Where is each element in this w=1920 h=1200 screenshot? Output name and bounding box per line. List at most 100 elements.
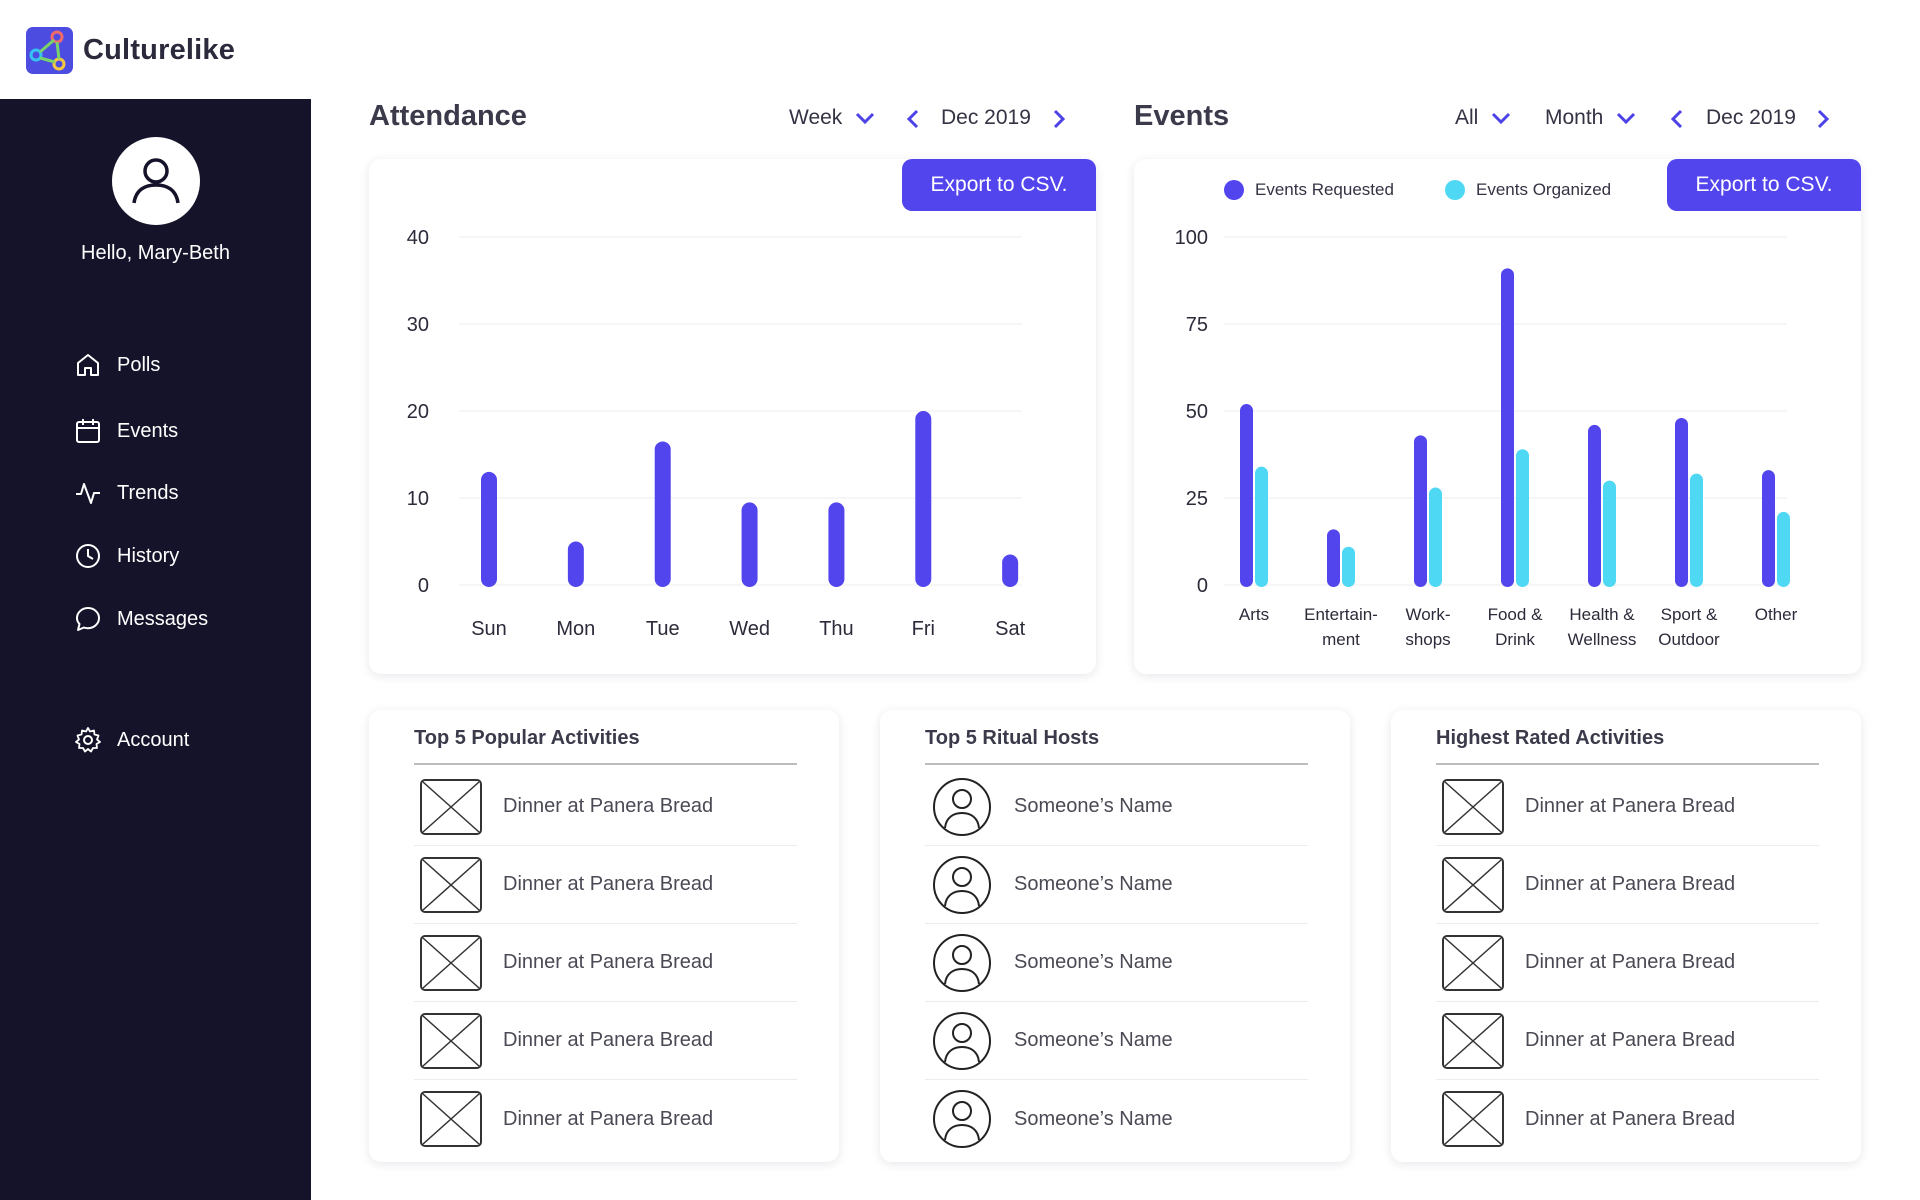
legend-label: Events Organized xyxy=(1476,180,1612,199)
events-prev-button[interactable] xyxy=(1667,106,1687,132)
image-placeholder-icon xyxy=(1441,778,1505,836)
organized-bar[interactable] xyxy=(1255,466,1268,587)
ritual-hosts-card: Top 5 Ritual Hosts Someone’s Name Someone… xyxy=(880,710,1350,1162)
sidebar-item-account[interactable]: Account xyxy=(74,724,189,756)
list-item[interactable]: Dinner at Panera Bread xyxy=(414,768,797,846)
events-filter-dropdown[interactable]: All xyxy=(1455,106,1512,130)
requested-bar[interactable] xyxy=(1675,417,1688,587)
events-period-label: Month xyxy=(1545,106,1604,129)
brand[interactable]: Culturelike xyxy=(26,26,235,74)
attendance-bar[interactable] xyxy=(654,441,671,587)
list-item[interactable]: Someone’s Name xyxy=(925,1080,1308,1158)
list-item[interactable]: Someone’s Name xyxy=(925,924,1308,1002)
events-date: Dec 2019 xyxy=(1706,106,1796,129)
greeting: Hello, Mary-Beth xyxy=(81,242,230,264)
chevron-down-icon xyxy=(1617,112,1636,125)
organized-bar[interactable] xyxy=(1603,480,1616,587)
attendance-bar[interactable] xyxy=(915,411,932,587)
sidebar-item-events[interactable]: Events xyxy=(74,415,178,447)
requested-bar[interactable] xyxy=(1762,470,1775,587)
image-placeholder-icon xyxy=(1441,1090,1505,1148)
events-next-button[interactable] xyxy=(1813,106,1833,132)
requested-bar[interactable] xyxy=(1588,424,1601,587)
legend-swatch xyxy=(1445,180,1465,200)
attendance-bar[interactable] xyxy=(741,502,758,587)
image-placeholder-icon xyxy=(1441,934,1505,992)
x-tick-label: Arts xyxy=(1239,605,1269,624)
sidebar-item-history[interactable]: History xyxy=(74,540,179,572)
organized-bar[interactable] xyxy=(1516,449,1529,587)
activity-icon xyxy=(76,483,100,504)
legend-swatch xyxy=(1224,180,1244,200)
attendance-bar[interactable] xyxy=(1002,554,1019,587)
x-tick-label: Thu xyxy=(819,618,853,640)
attendance-bar[interactable] xyxy=(481,471,497,587)
list-item[interactable]: Dinner at Panera Bread xyxy=(1436,1080,1819,1158)
y-tick-label: 0 xyxy=(418,575,429,597)
list-item[interactable]: Someone’s Name xyxy=(925,846,1308,924)
requested-bar[interactable] xyxy=(1327,529,1340,587)
image-placeholder-icon xyxy=(419,778,483,836)
card-title: Top 5 Ritual Hosts xyxy=(925,727,1100,749)
avatar-icon xyxy=(930,1090,994,1148)
events-period-dropdown[interactable]: Month xyxy=(1545,106,1637,130)
organized-bar[interactable] xyxy=(1429,487,1442,587)
chevron-down-icon xyxy=(856,112,875,125)
attendance-bar[interactable] xyxy=(828,502,845,587)
card-title: Highest Rated Activities xyxy=(1436,727,1665,749)
list-item[interactable]: Dinner at Panera Bread xyxy=(414,1002,797,1080)
list-item-label: Dinner at Panera Bread xyxy=(503,1029,714,1051)
attendance-next-button[interactable] xyxy=(1049,106,1069,132)
list-item-label: Someone’s Name xyxy=(1014,1107,1173,1130)
organized-bar[interactable] xyxy=(1690,473,1703,587)
attendance-title: Attendance xyxy=(369,100,527,132)
list-item[interactable]: Dinner at Panera Bread xyxy=(414,924,797,1002)
requested-bar[interactable] xyxy=(1414,435,1427,587)
requested-bar[interactable] xyxy=(1501,268,1514,587)
divider xyxy=(1436,763,1819,765)
divider xyxy=(414,763,797,765)
list-item[interactable]: Dinner at Panera Bread xyxy=(1436,768,1819,846)
x-tick-label: Food & Drink xyxy=(1488,605,1543,649)
requested-bar[interactable] xyxy=(1240,404,1253,587)
list-item[interactable]: Someone’s Name xyxy=(925,768,1308,846)
x-tick-label: Sat xyxy=(995,618,1025,640)
attendance-period-dropdown[interactable]: Week xyxy=(789,106,876,130)
list-item[interactable]: Dinner at Panera Bread xyxy=(1436,846,1819,924)
y-tick-label: 100 xyxy=(1175,227,1208,249)
organized-bar[interactable] xyxy=(1777,511,1790,587)
list-item[interactable]: Someone’s Name xyxy=(925,1002,1308,1080)
list-item[interactable]: Dinner at Panera Bread xyxy=(1436,1002,1819,1080)
sidebar-item-label: Messages xyxy=(117,607,209,630)
attendance-prev-button[interactable] xyxy=(903,106,923,132)
list-item-label: Someone’s Name xyxy=(1014,951,1173,973)
list-item[interactable]: Dinner at Panera Bread xyxy=(1436,924,1819,1002)
attendance-bar[interactable] xyxy=(567,541,584,588)
user-avatar[interactable] xyxy=(112,137,200,225)
message-icon xyxy=(76,607,100,631)
attendance-export-button[interactable]: Export to CSV. xyxy=(902,159,1096,211)
sidebar-item-label: Account xyxy=(117,728,190,751)
avatar-icon xyxy=(930,855,994,914)
list-item[interactable]: Dinner at Panera Bread xyxy=(414,1080,797,1158)
chevron-right-icon xyxy=(1817,109,1830,129)
chevron-left-icon xyxy=(1670,109,1683,129)
sidebar-item-label: Events xyxy=(117,419,179,442)
sidebar-item-trends[interactable]: Trends xyxy=(74,477,179,509)
list-item-label: Someone’s Name xyxy=(1014,1029,1173,1051)
image-placeholder-icon xyxy=(419,856,483,914)
legend-label: Events Requested xyxy=(1255,180,1394,199)
home-icon xyxy=(77,354,99,376)
sidebar-item-messages[interactable]: Messages xyxy=(74,603,208,635)
y-tick-label: 10 xyxy=(407,488,429,510)
list-item-label: Dinner at Panera Bread xyxy=(1525,873,1736,895)
image-placeholder-icon xyxy=(419,1012,483,1070)
organized-bar[interactable] xyxy=(1342,546,1355,587)
divider xyxy=(925,763,1308,765)
list-item[interactable]: Dinner at Panera Bread xyxy=(414,846,797,924)
list-item-label: Someone’s Name xyxy=(1014,795,1173,817)
x-tick-label: Tue xyxy=(646,618,680,640)
sidebar-item-polls[interactable]: Polls xyxy=(74,349,160,381)
events-export-button[interactable]: Export to CSV. xyxy=(1667,159,1861,211)
app-logo xyxy=(26,26,73,74)
